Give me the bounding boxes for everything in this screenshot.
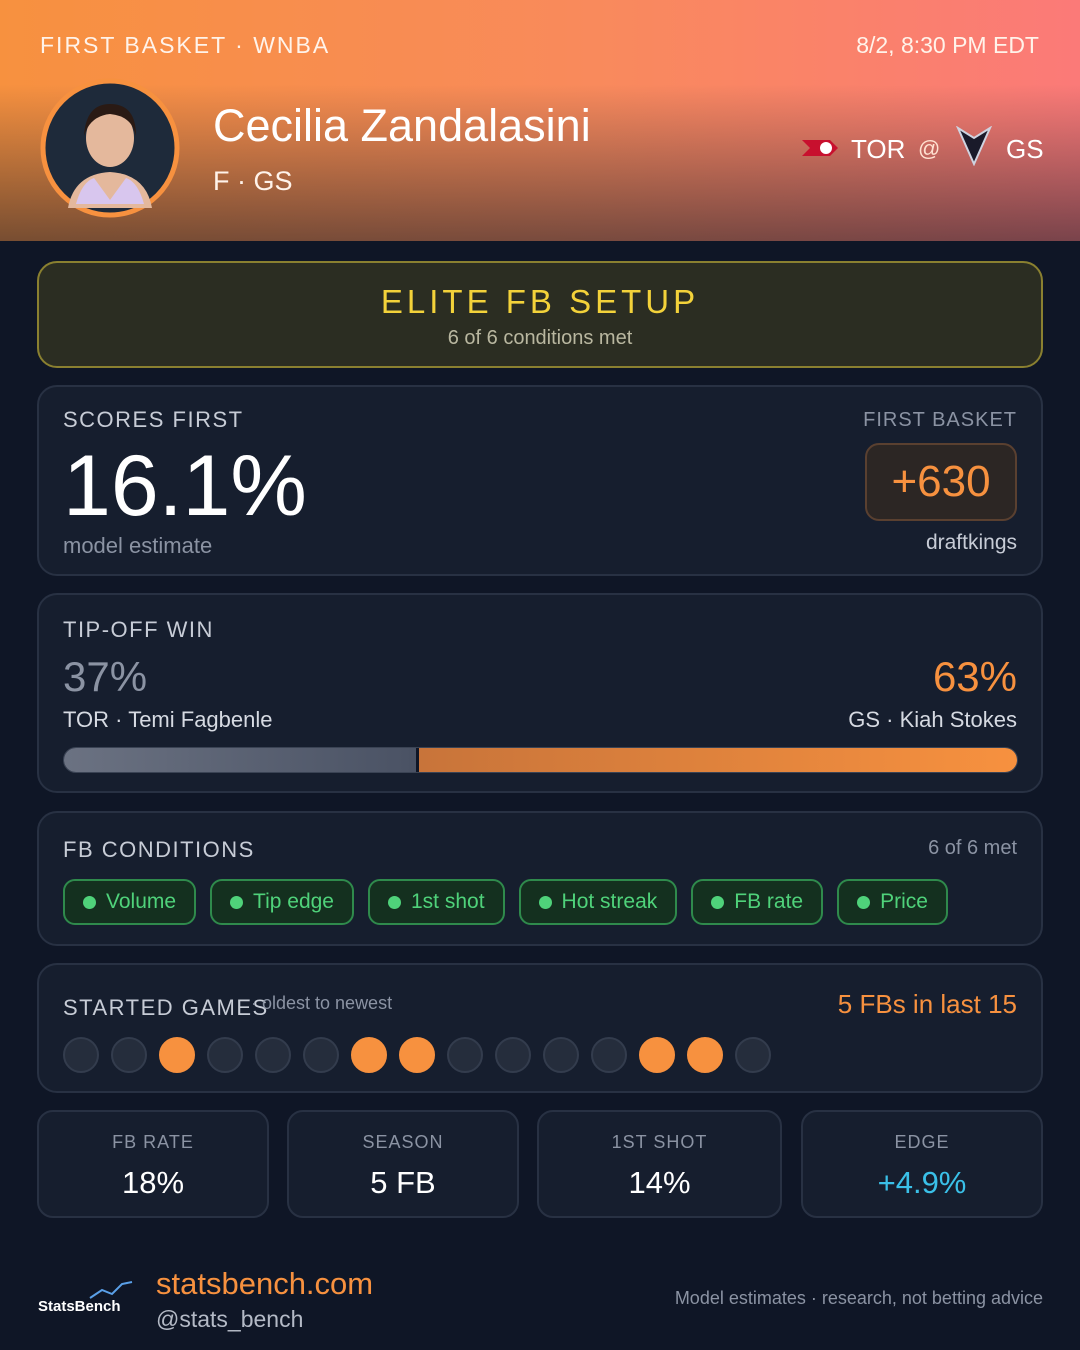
condition-label: FB rate [734,890,804,913]
site: statsbench.com [156,1266,374,1301]
condition-pill: FB rate [691,879,824,925]
scores-card: SCORES FIRST 16.1% model estimate FIRST … [37,385,1043,576]
home-share [418,748,1017,772]
game-dots [63,1037,783,1073]
check-dot [857,895,871,909]
away-logo [802,140,838,156]
stat-label: SEASON [362,1132,444,1152]
logo: StatsBench [38,1298,121,1315]
label: SCORES FIRST [63,407,244,432]
game-dot [735,1037,771,1073]
away-pct: 37% [63,653,148,700]
condition-label: Price [880,890,928,913]
game-dot [111,1037,147,1073]
game-dot [63,1037,99,1073]
game-dot [687,1037,723,1073]
player-photo [40,78,180,218]
label: STARTED GAMES [63,995,269,1020]
condition-pill: 1st shot [368,879,505,925]
game-dot [495,1037,531,1073]
check-dot [388,895,401,909]
game-dot [207,1037,243,1073]
book: draftkings [925,531,1017,554]
logo-mark [89,1281,133,1299]
probability: 16.1% [63,438,307,534]
condition-list: Volume Tip edge 1st shot Hot streak FB rate P… [63,879,962,925]
check-dot [538,895,552,909]
condition-label: 1st shot [411,890,485,913]
game-dot [399,1037,435,1073]
league: FIRST BASKET · WNBA [40,32,331,58]
game-dot [591,1037,627,1073]
condition-pill: Price [837,879,948,925]
stat: 1ST SHOT 14% [537,1110,782,1218]
odds: +630 [865,443,1017,521]
home-team: GS [1006,134,1044,164]
condition-pill: Volume [63,879,197,925]
game-dot [351,1037,387,1073]
condition-label: Volume [106,890,177,913]
handle: @stats_bench [156,1306,304,1332]
game-dot [639,1037,675,1073]
banner-title: ELITE FB SETUP [380,283,700,320]
away-player: TOR · Temi Fagbenle [63,707,273,732]
stat-label: FB RATE [112,1132,194,1152]
label: FB CONDITIONS [63,837,255,862]
stat: FB RATE 18% [37,1110,269,1218]
header [0,0,1080,241]
condition-pill: Tip edge [210,879,354,925]
tipoff-card: TIP-OFF WIN 37% TOR · Temi Fagbenle 63% … [37,593,1043,793]
note: · oldest to newest [251,993,393,1013]
disclaimer: Model estimates · research, not betting … [674,1288,1043,1308]
stat: EDGE +4.9% [801,1110,1043,1218]
stat-value: 5 FB [370,1165,436,1200]
condition-pill: Hot streak [518,879,678,925]
summary: 6 of 6 met [928,837,1017,859]
home-pct: 63% [932,653,1017,700]
game-dot [447,1037,483,1073]
odds-label: FIRST BASKET [863,409,1017,431]
check-dot [711,895,725,909]
game-dot [255,1037,291,1073]
banner-subtitle: 6 of 6 conditions met [447,327,633,349]
conditions-card: FB CONDITIONS 6 of 6 met Volume Tip edge 1… [37,811,1043,946]
home-logo [956,126,992,166]
stat-label: 1ST SHOT [611,1132,708,1152]
label: TIP-OFF WIN [63,617,214,642]
games-card: STARTED GAMES · oldest to newest 5 FBs i… [37,963,1043,1093]
summary: 5 FBs in last 15 [837,989,1017,1019]
note: model estimate [63,533,213,558]
stat-value: +4.9% [877,1165,967,1200]
datetime: 8/2, 8:30 PM EDT [856,32,1039,58]
stat-value: 18% [121,1165,185,1200]
tipoff-bar [63,747,1018,773]
at-sign: @ [918,136,941,161]
stat-value: 14% [628,1165,691,1200]
game-dot [543,1037,579,1073]
condition-label: Hot streak [561,890,658,913]
player-position: F · GS [213,166,293,196]
player-name: Cecilia Zandalasini [213,100,591,151]
stat-label: EDGE [894,1132,950,1152]
game-dot [303,1037,339,1073]
check-dot [230,895,244,909]
home-player: GS · Kiah Stokes [848,707,1017,732]
banner: ELITE FB SETUP 6 of 6 conditions met [37,261,1043,368]
condition-label: Tip edge [253,890,334,913]
stat: SEASON 5 FB [287,1110,519,1218]
check-dot [83,895,96,909]
away-share [64,748,419,772]
game-dot [159,1037,195,1073]
away-team: TOR [851,134,906,164]
